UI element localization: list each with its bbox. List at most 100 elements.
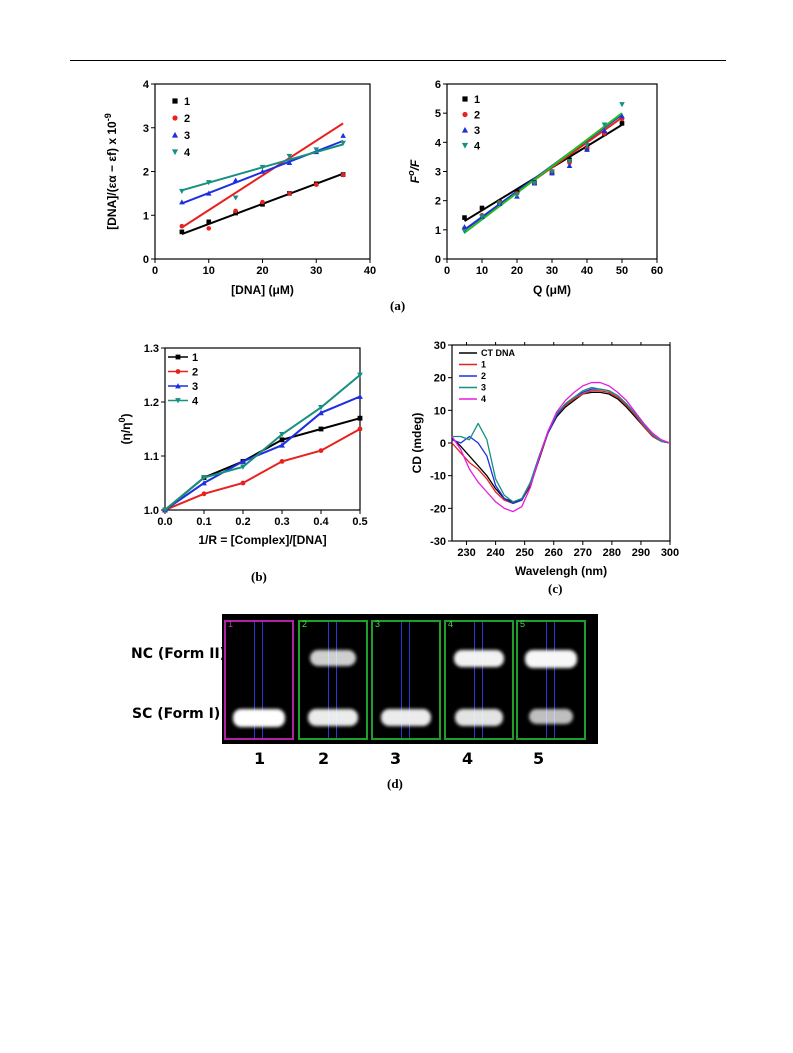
gel-lane-label: 3 xyxy=(390,749,402,768)
x-tick-label: 300 xyxy=(661,547,679,559)
y-tick-label: -30 xyxy=(430,536,446,548)
y-tick-label: 1 xyxy=(143,210,149,222)
y-tick-label: 1.3 xyxy=(144,343,159,355)
legend-label: 4 xyxy=(192,396,199,408)
gel-lane: 3 xyxy=(371,619,441,740)
x-tick-label: 0 xyxy=(152,265,158,277)
data-point-4 xyxy=(566,158,573,165)
x-tick-label: 50 xyxy=(616,265,628,277)
data-point-3 xyxy=(201,480,207,486)
y-axis-sup: 0 xyxy=(117,417,127,422)
y-tick-label: 1.0 xyxy=(144,505,159,517)
legend-label: 2 xyxy=(184,113,190,125)
legend-label: 3 xyxy=(474,125,480,137)
lane-marker-line xyxy=(336,622,337,738)
gel-row-label-sc: SC (Form I) xyxy=(132,706,221,722)
x-tick-label: 60 xyxy=(651,265,663,277)
data-point-2 xyxy=(357,426,363,432)
data-point-4 xyxy=(514,192,520,198)
y-tick-label: 1.1 xyxy=(144,451,159,463)
data-point-2 xyxy=(233,208,238,214)
x-tick-label: 260 xyxy=(545,547,563,559)
y-axis-label: Fo/F xyxy=(406,159,422,183)
chart-c: 230 240 250 260 270 280 290 300 -30 -20 -10 0 10 20 30… xyxy=(410,340,679,578)
data-point-3 xyxy=(286,159,293,166)
data-point-3 xyxy=(318,409,324,416)
y-tick-label: 2 xyxy=(143,167,149,179)
y-tick-label: 1.2 xyxy=(144,397,159,409)
data-point-1 xyxy=(318,426,324,432)
data-point-2 xyxy=(318,448,324,453)
data-point-4 xyxy=(232,195,239,201)
chart-b: 0.0 0.1 0.2 0.3 0.4 0.5 1.0 1.1 1.2 1.3 1 2 3 4 1/R = … xyxy=(117,343,368,547)
y-tick-label: 1 xyxy=(435,225,441,237)
gel-lane-label: 1 xyxy=(254,749,266,768)
gel-lane-label: 5 xyxy=(533,749,545,768)
y-tick-label: 6 xyxy=(435,79,441,91)
data-point-2 xyxy=(279,459,285,464)
x-tick-label: 20 xyxy=(511,265,523,277)
legend-label: 4 xyxy=(474,141,481,153)
series-line-3 xyxy=(452,386,671,503)
data-point-1 xyxy=(479,205,485,211)
x-tick-label: 240 xyxy=(486,547,504,559)
legend-label: 1 xyxy=(474,94,480,106)
legend-label: 4 xyxy=(184,147,191,159)
data-point-2 xyxy=(287,191,292,196)
data-point-4 xyxy=(286,153,293,159)
legend-label: 2 xyxy=(192,367,198,379)
data-point-4 xyxy=(601,122,608,128)
legend-marker xyxy=(461,142,469,149)
legend-marker xyxy=(462,111,468,118)
x-axis-label: Q (μM) xyxy=(533,283,571,297)
x-tick-label: 0.1 xyxy=(196,516,211,528)
y-tick-label: 0 xyxy=(435,254,441,266)
data-point-3 xyxy=(601,127,608,133)
gel-image: 1 2 3 4 5 xyxy=(222,614,598,744)
data-point-4 xyxy=(240,464,246,470)
caption-c: (c) xyxy=(548,581,563,596)
series-line-2 xyxy=(164,428,361,511)
y-tick-label: 0 xyxy=(143,254,149,266)
legend-label: 1 xyxy=(184,96,190,108)
y-tick-label: 3 xyxy=(435,167,441,179)
gel-row-label-nc: NC (Form II) xyxy=(131,646,227,662)
data-point-2 xyxy=(313,182,319,187)
legend-label: 1 xyxy=(192,352,198,364)
legend-marker xyxy=(172,115,178,121)
data-point-4 xyxy=(340,140,346,146)
y-tick-label: 10 xyxy=(434,405,446,417)
data-point-2 xyxy=(240,480,246,486)
legend-marker xyxy=(462,96,468,102)
x-axis-label: 1/R = [Complex]/[DNA] xyxy=(198,533,326,547)
data-point-3 xyxy=(232,177,239,183)
data-point-2 xyxy=(340,172,346,178)
data-point-4 xyxy=(531,180,538,186)
fit-line-4 xyxy=(463,112,623,234)
x-tick-label: 0.4 xyxy=(313,516,329,528)
data-point-3 xyxy=(461,224,468,230)
band-sc xyxy=(308,709,358,727)
lane-marker-line xyxy=(554,622,555,738)
x-tick-label: 230 xyxy=(457,547,475,559)
x-tick-label: 0.5 xyxy=(352,516,367,528)
y-tick-label: -10 xyxy=(430,471,446,483)
legend-marker xyxy=(172,98,178,104)
series-line-1 xyxy=(451,390,671,505)
legend-label: 1 xyxy=(481,360,486,370)
data-point-3 xyxy=(566,162,573,168)
series-line-4 xyxy=(164,374,361,511)
lane-marker-line xyxy=(254,622,255,738)
caption-d: (d) xyxy=(387,776,403,791)
y-axis-label: CD (mdeg) xyxy=(410,413,424,474)
header-rule xyxy=(70,60,726,61)
data-point-2 xyxy=(179,223,185,229)
data-point-4 xyxy=(313,147,320,153)
x-tick-label: 30 xyxy=(310,265,322,277)
y-tick-label: 0 xyxy=(440,438,446,450)
caption-a: (a) xyxy=(390,298,406,313)
data-point-3 xyxy=(240,458,246,464)
y-axis-label: [DNA]/(εα − εf) x 10-9 xyxy=(103,113,119,229)
x-tick-label: 0.3 xyxy=(274,516,289,528)
fit-line-2 xyxy=(181,122,344,229)
